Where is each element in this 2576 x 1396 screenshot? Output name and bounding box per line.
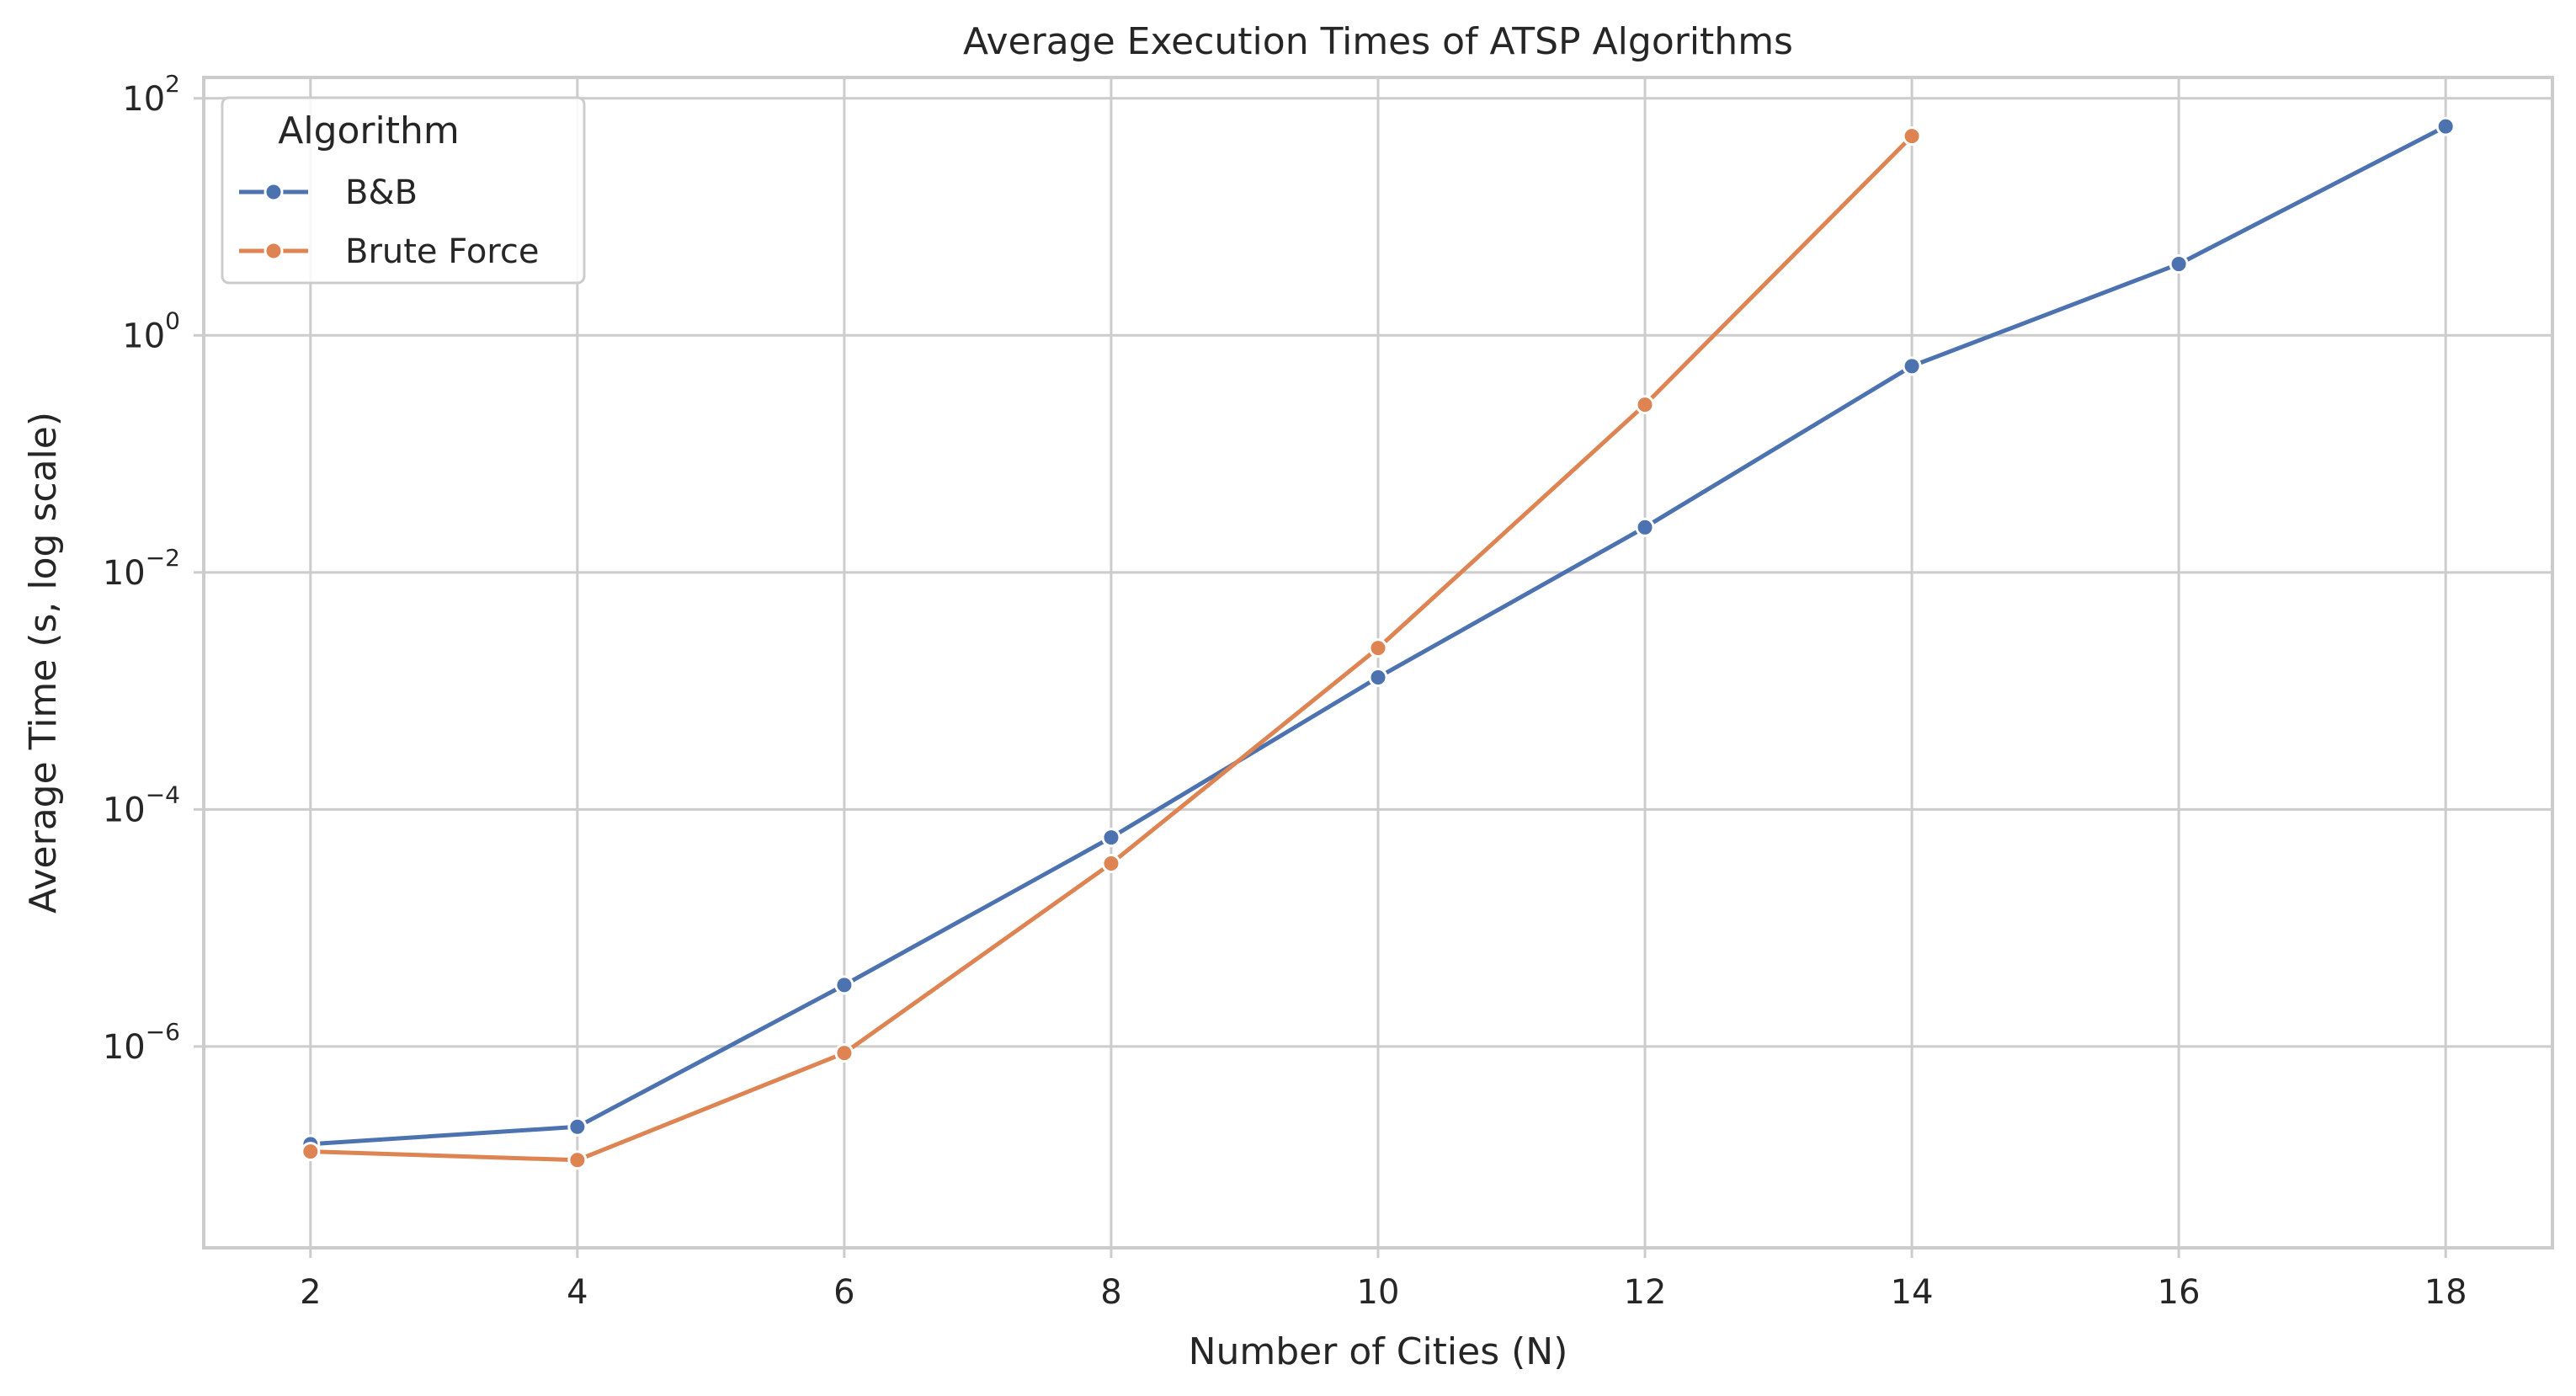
- y-tick-base: 10: [103, 791, 146, 829]
- y-tick-exponent: −2: [146, 544, 180, 572]
- y-tick-label: 10−4: [103, 781, 180, 829]
- legend-marker: [263, 182, 284, 202]
- y-tick-label: 10−2: [103, 544, 180, 593]
- chart-title: Average Execution Times of ATSP Algorith…: [963, 20, 1793, 63]
- x-axis-ticks: 2 4 6 8 10 12 14 16 18: [300, 1248, 2467, 1312]
- legend: Algorithm B&B Brute Force: [221, 96, 586, 285]
- y-tick-base: 10: [103, 554, 146, 593]
- data-point: [1902, 126, 1922, 147]
- legend-label: Brute Force: [345, 232, 539, 271]
- data-point: [2435, 116, 2456, 136]
- data-point: [1902, 356, 1922, 376]
- legend-items: B&B Brute Force: [239, 173, 539, 271]
- data-point: [2169, 254, 2189, 274]
- x-tick-label: 16: [2158, 1273, 2201, 1312]
- data-point: [567, 1116, 588, 1137]
- y-tick-exponent: −4: [146, 781, 180, 808]
- y-tick-base: 10: [122, 80, 165, 119]
- y-axis-label: Average Time (s, log scale): [22, 412, 65, 914]
- data-point: [834, 975, 854, 995]
- x-tick-label: 6: [833, 1273, 854, 1312]
- series-1: [301, 126, 1922, 1170]
- y-tick-label: 100: [122, 306, 180, 355]
- data-point: [1101, 828, 1121, 848]
- data-point: [1368, 668, 1388, 688]
- data-point: [1635, 517, 1655, 537]
- data-point: [1101, 854, 1121, 874]
- x-tick-label: 4: [567, 1273, 588, 1312]
- data-point: [834, 1043, 854, 1063]
- x-tick-label: 10: [1357, 1273, 1400, 1312]
- data-point: [567, 1150, 588, 1170]
- legend-box: [221, 96, 586, 285]
- legend-entry: Brute Force: [239, 232, 539, 271]
- x-axis-label: Number of Cities (N): [1189, 1330, 1568, 1373]
- series-lines: [301, 116, 2456, 1170]
- legend-marker: [263, 241, 284, 261]
- y-tick-exponent: −6: [146, 1018, 180, 1046]
- legend-label: B&B: [345, 173, 418, 212]
- legend-entry: B&B: [239, 173, 418, 212]
- legend-title: Algorithm: [278, 109, 460, 152]
- x-tick-label: 8: [1100, 1273, 1121, 1312]
- data-point: [1368, 638, 1388, 658]
- data-point: [1635, 395, 1655, 415]
- y-tick-exponent: 0: [165, 306, 180, 334]
- x-tick-label: 12: [1624, 1273, 1667, 1312]
- y-tick-label: 102: [122, 70, 180, 119]
- x-tick-label: 14: [1891, 1273, 1934, 1312]
- x-tick-label: 2: [300, 1273, 321, 1312]
- x-tick-label: 18: [2424, 1273, 2467, 1312]
- y-tick-base: 10: [103, 1028, 146, 1067]
- data-point: [301, 1142, 321, 1162]
- grid-lines: [204, 77, 2552, 1248]
- y-tick-base: 10: [122, 317, 165, 355]
- y-tick-label: 10−6: [103, 1018, 180, 1067]
- y-tick-exponent: 2: [165, 70, 180, 98]
